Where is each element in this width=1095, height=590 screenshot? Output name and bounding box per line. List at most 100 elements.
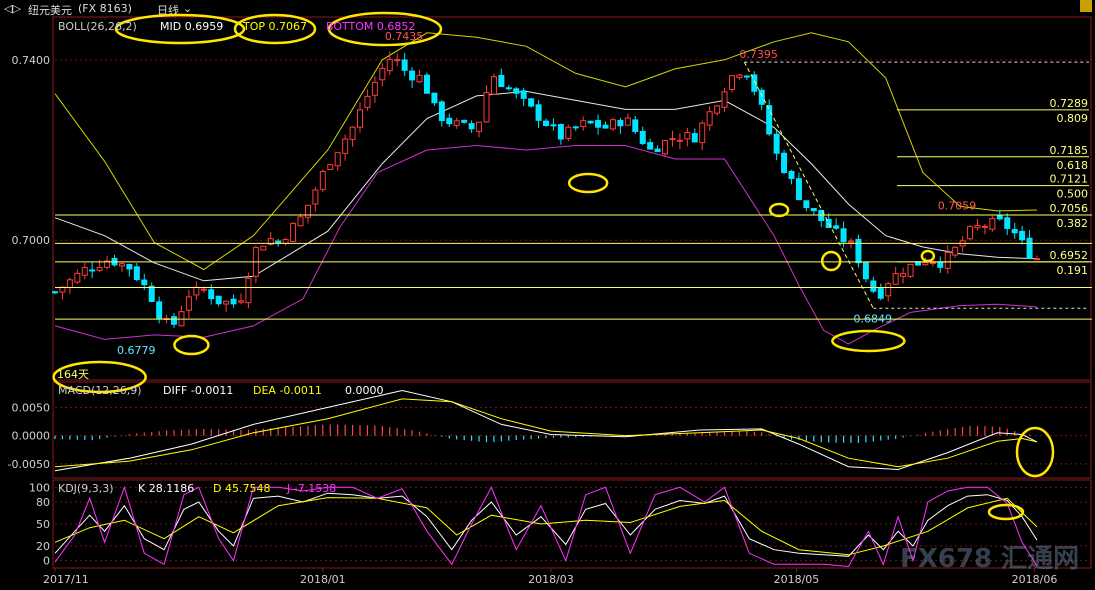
- bear-candle: [773, 133, 780, 154]
- bear-candle: [409, 70, 416, 81]
- chevron-down-icon[interactable]: ⌄: [183, 2, 193, 15]
- bear-candle: [833, 225, 840, 229]
- bear-candle: [431, 92, 438, 104]
- bull-candle: [699, 122, 706, 144]
- bull-candle: [952, 246, 959, 256]
- bull-candle: [342, 138, 349, 154]
- boll-name: BOLL(26,26,2): [58, 20, 137, 33]
- bull-candle: [185, 296, 192, 311]
- bear-candle: [1019, 230, 1026, 241]
- bear-candle: [647, 142, 654, 150]
- bull-candle: [96, 267, 103, 271]
- bull-candle: [81, 267, 88, 276]
- bear-candle: [691, 133, 698, 143]
- bull-candle: [104, 260, 111, 268]
- bear-candle: [996, 215, 1003, 220]
- kdj-j: J -7.1538: [287, 482, 337, 495]
- bear-candle: [505, 87, 512, 90]
- fib-price-label: 0.7289: [1050, 97, 1089, 110]
- kdj-j-line: [54, 485, 1038, 568]
- bear-candle: [141, 279, 148, 286]
- boll-mid-line: [54, 90, 1038, 282]
- kdj-k-line: [54, 492, 1038, 557]
- bull-candle: [245, 277, 252, 304]
- low-annotation-ellipse: [831, 329, 906, 353]
- bear-candle: [543, 120, 549, 126]
- bull-candle: [319, 170, 326, 190]
- fib-ratio-label: 0.382: [1057, 217, 1089, 230]
- bull-candle: [483, 92, 490, 123]
- x-tick-label: 2017/11: [43, 573, 89, 586]
- low-price-label: 0.6779: [117, 344, 156, 357]
- bear-candle: [275, 240, 282, 244]
- bull-candle: [907, 263, 914, 277]
- macd-dea: DEA -0.0011: [253, 384, 322, 397]
- macd-name: MACD(12,26,9): [58, 384, 142, 397]
- bull-candle: [282, 238, 289, 244]
- bear-candle: [126, 264, 133, 270]
- bull-candle: [929, 262, 936, 265]
- x-tick-label: 2018/05: [774, 573, 820, 586]
- bull-candle: [304, 204, 311, 218]
- bull-candle: [609, 119, 616, 130]
- bear-candle: [632, 119, 639, 133]
- kdj-y-tick-label: 80: [36, 496, 50, 509]
- bull-candle: [565, 126, 572, 139]
- panel-frame-macd: [52, 381, 1092, 479]
- bear-candle: [803, 200, 810, 209]
- period-selector[interactable]: 日线: [157, 4, 179, 17]
- bear-candle: [840, 228, 847, 243]
- bull-candle: [290, 222, 297, 242]
- bull-candle: [118, 263, 125, 267]
- bull-candle: [453, 120, 460, 126]
- bear-candle: [528, 98, 535, 107]
- bear-candle: [148, 285, 155, 302]
- back-arrows-icon[interactable]: ◁▷: [4, 2, 21, 15]
- bear-candle: [520, 90, 527, 99]
- boll-mid: MID 0.6959: [160, 20, 224, 33]
- bull-candle: [416, 74, 423, 83]
- retest-annotation-ellipse: [820, 250, 842, 272]
- bull-candle: [1034, 258, 1040, 261]
- bear-candle: [535, 104, 542, 121]
- bull-candle: [580, 120, 587, 127]
- bear-candle: [52, 291, 58, 294]
- macd-diff-line: [54, 389, 1038, 472]
- support-annotation-ellipse: [567, 172, 609, 194]
- fib-price-label: 0.7121: [1050, 173, 1089, 186]
- bear-candle: [446, 117, 453, 125]
- close-icon[interactable]: [1080, 0, 1092, 12]
- bear-candle: [215, 295, 222, 305]
- bull-candle: [848, 240, 855, 243]
- boll-bottom: BOTTOM 0.6852: [326, 20, 416, 33]
- main-y-tick-label: 0.7400: [12, 54, 51, 67]
- bull-candle: [989, 218, 996, 230]
- fib-price-label: 0.6952: [1050, 249, 1089, 262]
- bear-candle: [751, 74, 758, 92]
- bear-candle: [572, 126, 579, 129]
- bear-candle: [468, 123, 475, 130]
- bear-candle: [423, 74, 430, 94]
- bear-candle: [1026, 237, 1033, 259]
- macd-y-tick-label: -0.0050: [8, 458, 50, 471]
- kdj-annotation-ellipse: [987, 503, 1025, 521]
- boll-bottom-line: [54, 144, 1038, 345]
- bull-candle: [944, 251, 951, 269]
- macd-y-tick-label: 0.0000: [12, 430, 51, 443]
- fib-ratio-label: 0.191: [1057, 264, 1089, 277]
- bull-candle: [967, 226, 974, 240]
- bear-candle: [617, 120, 624, 127]
- bear-candle: [587, 120, 594, 124]
- bear-candle: [1011, 229, 1018, 234]
- fib-price-label: 0.7056: [1050, 202, 1089, 215]
- bear-candle: [937, 261, 944, 268]
- watermark: FX678 汇通网: [900, 544, 1080, 574]
- bear-candle: [855, 238, 862, 264]
- bull-candle: [297, 216, 304, 227]
- bull-candle: [200, 288, 207, 291]
- toolbar: ◁▷ 纽元美元 (FX 8163) 日线 ⌄: [0, 0, 1095, 17]
- bull-candle: [349, 126, 356, 140]
- bull-candle: [193, 286, 200, 296]
- bear-candle: [461, 119, 468, 123]
- bear-candle: [513, 88, 520, 94]
